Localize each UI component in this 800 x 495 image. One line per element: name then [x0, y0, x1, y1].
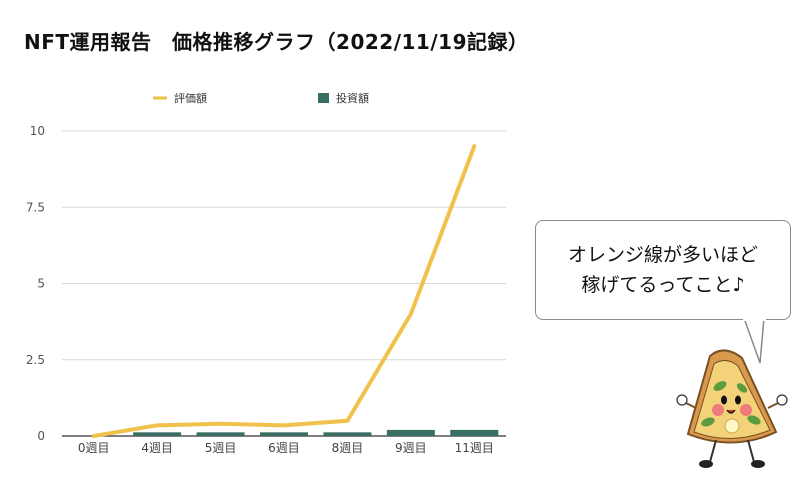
chart-title: NFT運用報告 価格推移グラフ（2022/11/19記録）: [24, 30, 529, 54]
grid-lines: [62, 130, 506, 437]
legend-bar-swatch: [318, 93, 329, 103]
investment-bar: [450, 429, 499, 436]
x-tick-label: 0週目: [78, 441, 110, 455]
valuation-line-path: [91, 144, 477, 438]
legend-label-investment: 投資額: [336, 91, 369, 105]
investment-bar: [386, 429, 435, 436]
investment-bar: [323, 432, 372, 436]
x-tick-label: 9週目: [395, 441, 427, 455]
x-tick-label: 6週目: [268, 441, 300, 455]
investment-bar: [260, 432, 308, 436]
speech-bubble-tail: [743, 318, 766, 364]
investment-bar: [196, 432, 245, 436]
valuation-line: [91, 144, 477, 438]
pizza-mascot-icon: [676, 349, 788, 468]
y-tick-labels: 0 2.5 5 7.5 10: [26, 124, 45, 443]
y-tick-label: 7.5: [26, 200, 45, 214]
y-tick-label: 0: [37, 429, 45, 443]
speech-bubble-line1: オレンジ線が多いほど: [567, 243, 758, 266]
x-tick-label: 5週目: [205, 441, 237, 455]
x-tick-labels: 0週目 4週目 5週目 6週目 8週目 9週目 11週目: [78, 441, 494, 455]
y-tick-label: 5: [37, 277, 45, 291]
legend: 評価額 投資額: [153, 91, 369, 105]
investment-bars: [133, 429, 499, 436]
x-tick-label: 11週目: [455, 441, 494, 455]
x-tick-label: 4週目: [141, 441, 173, 455]
speech-bubble-line2: 稼げてるってこと♪: [581, 274, 745, 296]
investment-bar: [133, 432, 182, 436]
x-tick-label: 8週目: [332, 441, 364, 455]
speech-bubble: オレンジ線が多いほど 稼げてるってこと♪: [535, 220, 791, 320]
y-tick-label: 2.5: [26, 353, 45, 367]
y-tick-label: 10: [30, 124, 45, 138]
legend-label-valuation: 評価額: [174, 91, 207, 105]
